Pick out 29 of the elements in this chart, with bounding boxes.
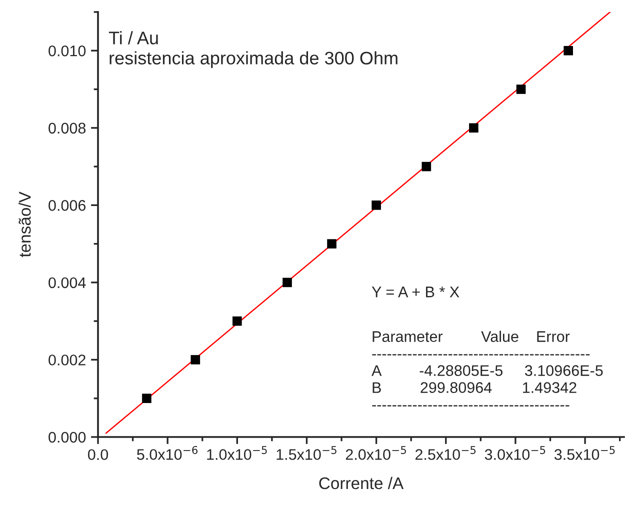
y-axis-title: tensão/V <box>18 192 31 258</box>
point <box>564 46 573 56</box>
x-tick-label: 1.0x10$^{−5}$ <box>207 446 267 460</box>
x-tick-label: 3.5x10$^{−5}$ <box>554 446 615 460</box>
y-tick-label: 0.010 <box>48 46 86 56</box>
x-tick-label: 2.5x10$^{−5}$ <box>415 446 476 460</box>
point <box>469 123 478 133</box>
annotation: Y = A + B * X <box>372 286 460 298</box>
point <box>422 162 432 172</box>
x-tick-label: 1.5x10$^{−5}$ <box>276 446 336 460</box>
x-tick-label: 3.0x10$^{−5}$ <box>484 446 546 460</box>
point <box>327 239 336 248</box>
x-tick-label: 2.0x10$^{−5}$ <box>346 446 406 460</box>
x-tick-label: 0.0 <box>88 449 108 460</box>
point <box>372 200 381 210</box>
point <box>282 278 292 288</box>
x-tick-label: 5.0x10$^{−6}$ <box>137 446 198 460</box>
point <box>232 316 242 326</box>
y-tick-label: 0.006 <box>48 200 86 211</box>
y-tick-label: 0.002 <box>48 354 86 366</box>
annotation: Parameter Value Error ------------------------------------------- A -4.28805E-5 3.10966E-5 B 299.80964 1.49342 --------------------------------------- <box>372 330 603 406</box>
y-tick-label: 0.004 <box>48 277 86 288</box>
y-tick-label: 0.008 <box>48 122 86 134</box>
point <box>516 84 526 94</box>
x-axis-title: Corrente /A <box>319 476 404 490</box>
annotation: Ti / Au resistencia aproximada de 300 Ohm <box>108 31 398 68</box>
point <box>190 355 200 364</box>
point <box>142 394 152 404</box>
y-tick-label: 0.000 <box>48 432 86 443</box>
